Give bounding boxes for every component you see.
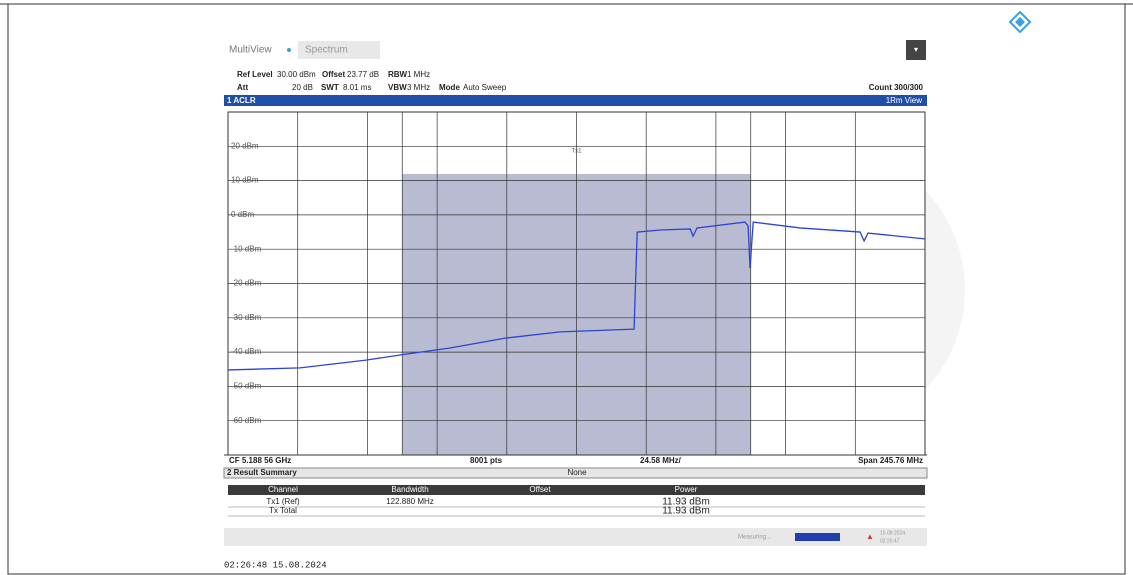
value: 8.01 ms	[343, 83, 371, 92]
y-tick-label: -20 dBm	[231, 279, 262, 288]
channel-label: Tx1	[571, 149, 582, 155]
cell: Tx Total	[269, 506, 297, 515]
menu-button[interactable]	[906, 40, 926, 60]
value: 23.77 dB	[347, 70, 379, 79]
label: VBW	[388, 83, 407, 92]
menu-icon: ▾	[914, 45, 918, 54]
status-date: 15.08.2024	[880, 530, 905, 536]
label: Ref Level	[237, 70, 273, 79]
window-title-bar	[224, 95, 927, 106]
y-tick-label: -10 dBm	[231, 244, 262, 253]
y-tick-label: -50 dBm	[231, 382, 262, 391]
cf: CF 5.188 56 GHz	[229, 456, 291, 465]
label: Mode	[439, 83, 460, 92]
plot: 20 dBm 10 dBm 0 dBm -10 dBm -20 dBm -30 dBm -4…	[227, 112, 926, 455]
settings: Ref Level 30.00 dBm Offset 23.77 dB RBW …	[237, 70, 507, 92]
x-axis-info: CF 5.188 56 GHz 8001 pts 24.58 MHz/ Span…	[229, 456, 923, 465]
status-time: 02:26:47	[880, 538, 900, 544]
column-header: Offset	[529, 485, 551, 494]
progress	[795, 533, 840, 541]
y-tick-label: 0 dBm	[231, 210, 254, 219]
tab-bg	[298, 41, 380, 59]
y-tick-label: 20 dBm	[231, 141, 259, 150]
span: Span 245.76 MHz	[858, 456, 923, 465]
summary-title: 2 Result Summary	[227, 468, 297, 477]
cell: 11.93 dBm	[662, 506, 710, 517]
count: Count 300/300	[869, 83, 924, 92]
label: Att	[237, 83, 248, 92]
cell: 11.93 dBm	[662, 497, 710, 508]
label: Offset	[322, 70, 345, 79]
y-tick-label: -40 dBm	[231, 347, 262, 356]
table: Channel Bandwidth Offset Power Tx1 (Ref) 122.…	[228, 485, 925, 517]
y-tick-label: 10 dBm	[231, 176, 259, 185]
points: 8001 pts	[470, 456, 503, 465]
y-tick-label: -30 dBm	[231, 313, 262, 322]
warning-icon: ▲	[866, 532, 874, 541]
logo	[1008, 10, 1032, 34]
per-div: 24.58 MHz/	[640, 456, 682, 465]
tab-dot	[287, 48, 291, 52]
tab[interactable]: MultiView	[229, 45, 272, 56]
cell: Tx1 (Ref)	[266, 497, 300, 506]
trace-label: 1Rm View	[886, 96, 923, 105]
summary-mode: None	[567, 468, 587, 477]
trace	[227, 221, 926, 371]
window-title: 1 ACLR	[227, 96, 256, 105]
label: SWT	[321, 83, 339, 92]
value: 20 dB	[292, 83, 313, 92]
value: 1 MHz	[407, 70, 430, 79]
timestamp: 02:26:48 15.08.2024	[224, 560, 327, 570]
status-bar	[224, 528, 927, 546]
cell: 122.880 MHz	[386, 497, 434, 506]
value: Auto Sweep	[463, 83, 507, 92]
value: 3 MHz	[407, 83, 430, 92]
y-tick-label: -60 dBm	[231, 416, 262, 425]
status: Measuring...	[738, 535, 771, 541]
summary-title-bar	[223, 467, 928, 479]
column-header: Bandwidth	[391, 485, 428, 494]
column-header: Power	[675, 485, 698, 494]
value: 30.00 dBm	[277, 70, 316, 79]
label: RBW	[388, 70, 408, 79]
column-header: Channel	[268, 485, 298, 494]
table-header	[228, 485, 925, 495]
tab[interactable]: Spectrum	[305, 45, 348, 56]
